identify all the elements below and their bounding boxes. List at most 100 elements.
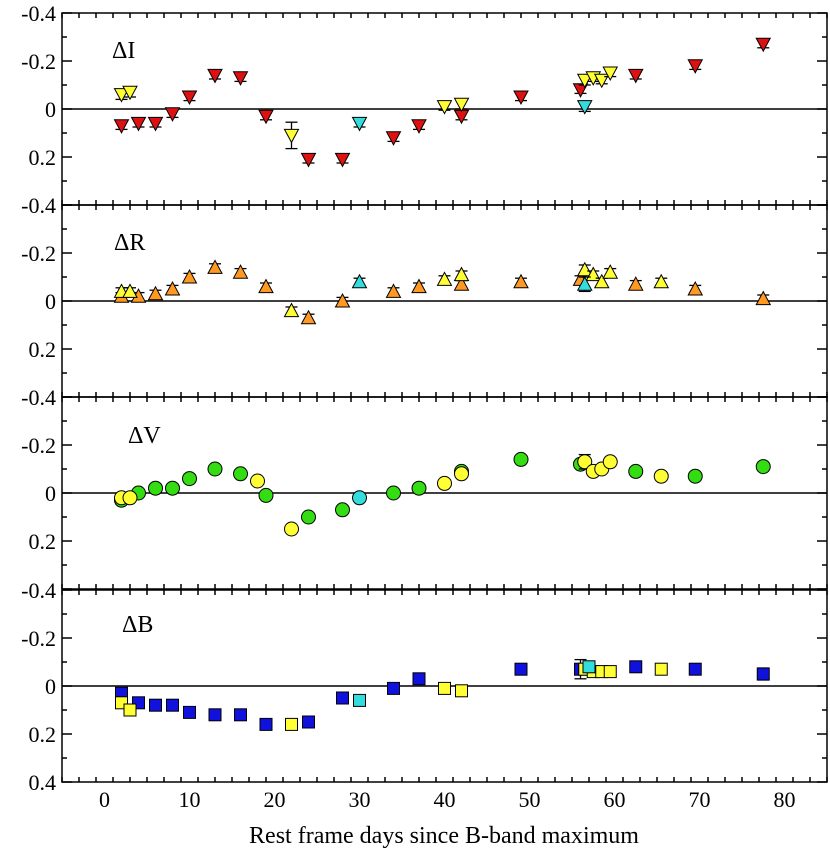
- data-point: [576, 261, 593, 277]
- panel-V: -0.4 -0.2 0 0.2 ΔV: [21, 385, 828, 590]
- marker-circle: [577, 454, 593, 470]
- marker-triangle-up: [164, 280, 181, 296]
- marker-triangle-down: [385, 131, 402, 146]
- data-point: [577, 453, 593, 470]
- data-point: [687, 59, 704, 74]
- y-tick-label: -0.4: [21, 385, 56, 410]
- data-point: [250, 473, 265, 489]
- panel-label-B: ΔB: [122, 612, 153, 638]
- marker-triangle-up: [453, 276, 470, 291]
- data-point: [576, 73, 593, 89]
- marker-circle: [284, 521, 299, 537]
- data-point: [755, 37, 772, 53]
- series-B-cyan: [353, 660, 596, 707]
- data-point: [629, 660, 643, 674]
- series-I-yellow: [113, 66, 619, 150]
- data-point: [147, 285, 164, 301]
- marker-square: [234, 708, 247, 722]
- data-point: [207, 461, 223, 477]
- marker-triangle-down: [113, 88, 130, 103]
- marker-triangle-down: [113, 119, 130, 134]
- series-R-orange: [113, 259, 772, 325]
- data-point: [259, 717, 273, 731]
- data-point: [351, 116, 368, 132]
- y-tick-label: 0.2: [29, 722, 57, 747]
- data-point: [602, 454, 618, 470]
- marker-triangle-up: [283, 302, 300, 318]
- marker-triangle-up: [181, 268, 198, 284]
- data-point: [687, 280, 704, 296]
- marker-circle: [250, 473, 265, 489]
- marker-triangle-up: [385, 283, 402, 298]
- data-point: [165, 480, 180, 496]
- data-point: [454, 466, 469, 482]
- data-point: [164, 107, 181, 122]
- marker-triangle-up: [436, 271, 453, 286]
- marker-circle: [437, 475, 452, 491]
- marker-circle: [335, 502, 350, 518]
- marker-square: [514, 662, 528, 676]
- marker-triangle-up: [602, 264, 619, 279]
- data-point: [653, 273, 670, 289]
- y-tick-label: 0: [45, 289, 56, 314]
- data-point: [602, 264, 619, 279]
- x-tick-label: 80: [774, 787, 796, 812]
- data-point: [513, 273, 529, 289]
- marker-triangle-down: [122, 85, 138, 101]
- marker-triangle-down: [627, 68, 644, 84]
- marker-triangle-down: [300, 152, 317, 168]
- data-point: [351, 273, 368, 289]
- marker-square: [455, 684, 468, 698]
- data-point: [233, 466, 248, 482]
- series-I-red: [113, 37, 772, 168]
- data-point: [513, 451, 529, 467]
- marker-triangle-up: [122, 283, 138, 298]
- marker-triangle-up: [232, 264, 249, 279]
- x-axis-label: Rest frame days since B-band maximum: [249, 823, 639, 849]
- marker-circle: [386, 485, 401, 501]
- marker-circle: [602, 454, 618, 470]
- data-point: [436, 100, 453, 115]
- y-tick-label: -0.2: [21, 241, 56, 266]
- y-tick-label: 0: [45, 97, 56, 122]
- y-tick-label: -0.2: [21, 433, 56, 458]
- marker-triangle-down: [181, 90, 198, 106]
- panel-label-R: ΔR: [114, 230, 145, 256]
- marker-square: [285, 717, 298, 731]
- data-point: [258, 109, 274, 125]
- y-tick-label: 0: [45, 481, 56, 506]
- x-axis: 0 10 20 30 40 50 60 70 80: [99, 787, 796, 812]
- y-tick-label: -0.2: [21, 49, 56, 74]
- x-tick-label: 10: [179, 787, 201, 812]
- data-point: [437, 475, 452, 491]
- data-point: [334, 152, 351, 168]
- data-point: [688, 662, 702, 676]
- x-tick-label: 30: [349, 787, 371, 812]
- marker-triangle-up: [627, 276, 644, 291]
- data-point: [164, 280, 181, 296]
- data-point: [756, 667, 770, 681]
- data-point: [386, 485, 401, 501]
- data-point: [455, 684, 468, 698]
- marker-square: [412, 672, 426, 686]
- data-point: [513, 90, 529, 106]
- marker-circle: [513, 451, 529, 467]
- data-point: [627, 68, 644, 84]
- marker-triangle-down: [755, 37, 772, 53]
- marker-circle: [687, 468, 703, 484]
- y-tick-label: 0.2: [29, 529, 57, 554]
- data-point: [514, 662, 528, 676]
- data-point: [182, 471, 197, 487]
- marker-triangle-down: [147, 116, 164, 132]
- marker-circle: [301, 509, 316, 525]
- data-point: [283, 121, 300, 150]
- marker-triangle-up: [453, 266, 470, 282]
- marker-circle: [411, 480, 427, 496]
- data-point: [755, 459, 771, 475]
- data-point: [582, 660, 596, 674]
- y-tick-label: -0.4: [21, 1, 56, 26]
- data-point: [352, 490, 367, 506]
- y-tick-label: 0.2: [29, 145, 57, 170]
- marker-triangle-down: [232, 71, 249, 86]
- marker-triangle-down: [351, 116, 368, 132]
